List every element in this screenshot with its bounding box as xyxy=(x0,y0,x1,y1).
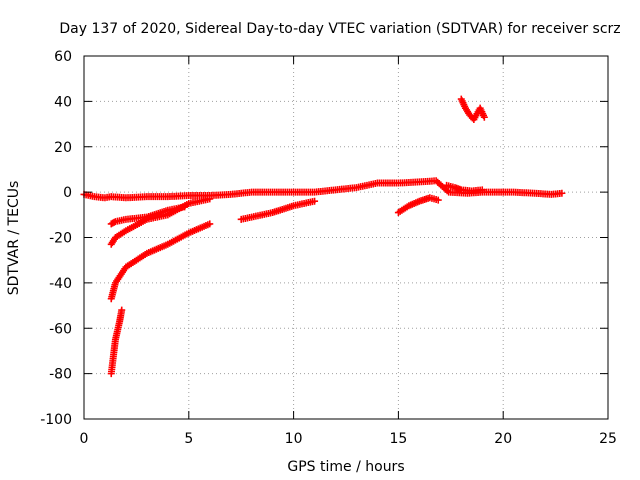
y-tick-label: 60 xyxy=(54,49,72,65)
series-1 xyxy=(107,203,189,228)
y-tick-label: 0 xyxy=(63,185,72,201)
y-tick-label: 20 xyxy=(54,140,72,156)
series-8 xyxy=(457,95,488,124)
series-3 xyxy=(107,220,214,303)
data-point xyxy=(206,220,214,228)
data-point xyxy=(311,197,319,205)
data-points xyxy=(80,95,566,378)
x-tick-label: 0 xyxy=(80,431,89,447)
x-tick-label: 20 xyxy=(494,431,512,447)
x-tick-label: 25 xyxy=(599,431,617,447)
series-7 xyxy=(443,181,486,195)
series-2 xyxy=(107,195,214,248)
grid-lines xyxy=(84,56,608,419)
y-tick-label: -40 xyxy=(49,276,72,292)
series-0 xyxy=(80,177,566,202)
series-6 xyxy=(394,194,442,217)
plot-frame xyxy=(83,55,609,420)
x-axis-label: GPS time / hours xyxy=(287,459,404,475)
data-point xyxy=(558,189,566,197)
x-tick-label: 5 xyxy=(184,431,193,447)
y-tick-label: -80 xyxy=(49,367,72,383)
axis-ticks: 0 5 10 15 20 25 -100 -80 -60 -40 -20 0 20 40 60 xyxy=(40,49,617,447)
y-tick-label: -20 xyxy=(49,231,72,247)
y-tick-label: 40 xyxy=(54,94,72,110)
y-tick-label: -60 xyxy=(49,321,72,337)
chart-title: Day 137 of 2020, Sidereal Day-to-day VTE… xyxy=(59,21,620,37)
data-point xyxy=(480,113,488,121)
y-axis-label: SDTVAR / TECUs xyxy=(6,181,22,296)
data-point xyxy=(434,196,442,204)
x-tick-label: 10 xyxy=(285,431,303,447)
data-point xyxy=(478,186,486,194)
data-point xyxy=(206,195,214,203)
series-4 xyxy=(107,306,126,378)
y-tick-label: -100 xyxy=(40,412,72,428)
series-5 xyxy=(237,197,319,223)
data-point xyxy=(118,306,126,314)
x-tick-label: 15 xyxy=(389,431,407,447)
